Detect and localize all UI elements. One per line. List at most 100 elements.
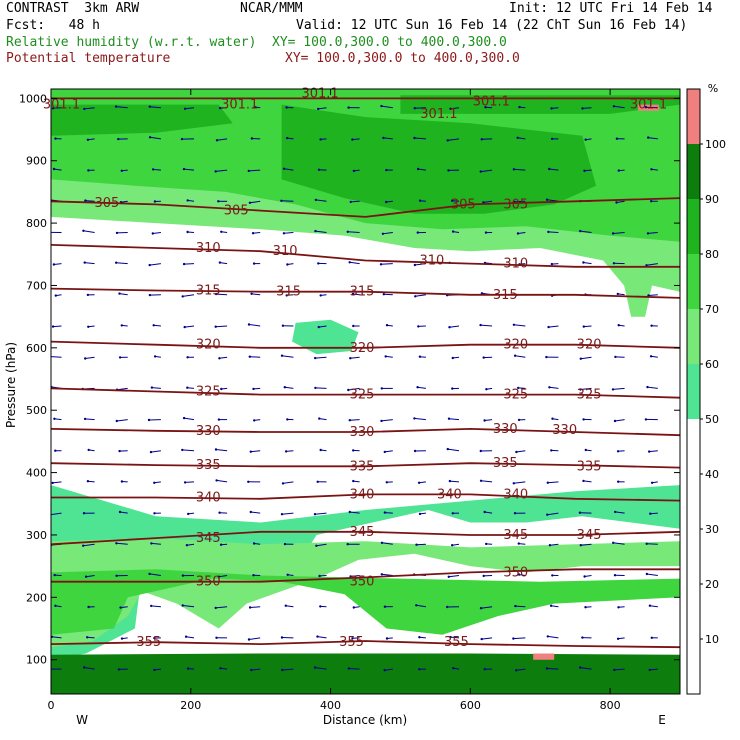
wind-vector-head — [218, 357, 221, 360]
wind-vector-head — [547, 230, 550, 234]
theta-contour-325 — [51, 387, 680, 399]
wind-vector — [184, 325, 195, 328]
wind-vector — [250, 450, 261, 453]
wind-vector-head — [380, 387, 383, 390]
wind-vector-head — [317, 168, 321, 171]
wind-vector-head — [153, 355, 157, 358]
wind-vector — [53, 168, 62, 171]
wind-vector-head — [281, 324, 285, 327]
wind-vector — [250, 511, 261, 514]
wind-vector-head — [151, 168, 155, 171]
wind-vector-head — [313, 666, 317, 669]
wind-vector-head — [153, 636, 156, 640]
y-tick-label: 800 — [26, 217, 47, 230]
wind-vector-head — [517, 386, 520, 390]
wind-vector-head — [82, 544, 85, 547]
model-name: CONTRAST 3km ARW — [6, 1, 140, 16]
wind-vector — [283, 168, 294, 171]
wind-vector — [549, 168, 559, 171]
wind-vector — [281, 200, 294, 202]
wind-vector-head — [548, 386, 551, 389]
wind-vector-head — [414, 295, 417, 298]
wind-vector-head — [513, 354, 517, 357]
theta-label: 301.1 — [43, 98, 80, 113]
wind-vector — [314, 512, 327, 515]
wind-vector-head — [252, 574, 255, 577]
wind-vector-head — [648, 450, 651, 453]
wind-vector-head — [483, 419, 486, 422]
wind-vector — [583, 480, 592, 483]
colorbar-segment — [687, 639, 700, 694]
colorbar-tick-label: 80 — [705, 248, 719, 261]
wind-vector-head — [317, 262, 320, 265]
wind-vector-head — [286, 418, 289, 421]
wind-vector-head — [217, 200, 220, 203]
wind-vector-head — [149, 450, 153, 454]
theta-label: 355 — [136, 635, 161, 650]
theta-contour-330 — [51, 427, 680, 437]
wind-vector — [350, 356, 360, 359]
wind-vector — [150, 136, 161, 140]
wind-vector-head — [351, 637, 354, 640]
wind-vector-head — [118, 449, 121, 453]
wind-vector-head — [550, 449, 553, 452]
wind-vector — [216, 138, 228, 141]
wind-vector-head — [249, 510, 252, 514]
wind-vector — [484, 419, 493, 421]
wind-vector-head — [314, 356, 317, 360]
wind-vector-head — [413, 136, 416, 140]
wind-vector-head — [582, 261, 585, 264]
wind-vector — [650, 512, 658, 515]
wind-vector-head — [382, 293, 385, 296]
wind-vector — [450, 107, 460, 110]
wind-vector — [116, 419, 128, 422]
wind-vector-head — [253, 419, 256, 422]
theta-label: 310 — [419, 254, 444, 269]
wind-vector — [381, 419, 393, 422]
wind-vector — [219, 262, 228, 265]
wind-vector-head — [115, 574, 118, 577]
wind-vector-head — [612, 262, 616, 265]
wind-vector-head — [516, 232, 520, 235]
colorbar-frame — [686, 88, 701, 695]
theta-label: 335 — [196, 458, 221, 473]
wind-vector — [648, 294, 658, 296]
wind-vector-head — [82, 229, 85, 232]
wind-vector-head — [416, 231, 419, 234]
wind-vector — [648, 137, 658, 140]
wind-vector — [319, 418, 327, 421]
wind-vector-head — [612, 541, 615, 544]
wind-vector-head — [452, 667, 455, 670]
wind-vector — [383, 293, 393, 296]
wind-vector-head — [616, 637, 620, 640]
wind-vector-head — [115, 261, 118, 264]
wind-vector-head — [447, 575, 450, 578]
wind-vector-head — [451, 230, 455, 233]
wind-vector — [248, 637, 261, 640]
wind-vector-head — [148, 136, 152, 139]
wind-vector-head — [120, 480, 124, 483]
theta-label: 301.1 — [473, 95, 510, 110]
wind-vector — [53, 263, 62, 265]
wind-vector-head — [280, 513, 284, 516]
wind-vector-head — [82, 512, 86, 515]
theta-cross-section: XY= 100.0,300.0 to 400.0,300.0 — [285, 51, 520, 66]
colorbar-segment — [687, 584, 700, 639]
wind-vector-head — [314, 229, 317, 233]
wind-vector-head — [385, 481, 388, 484]
wind-vector — [580, 230, 592, 233]
theta-contour-305 — [51, 197, 680, 218]
wind-vector — [649, 450, 658, 453]
wind-vector — [215, 325, 228, 328]
colorbar-segment — [687, 419, 700, 474]
wind-vector-head — [53, 417, 56, 420]
wind-vector-head — [248, 201, 252, 204]
colorbar-tick-label: 20 — [705, 578, 719, 591]
wind-vector-head — [415, 604, 418, 607]
wind-vector — [281, 512, 294, 515]
wind-vector-head — [352, 169, 356, 173]
wind-vector-head — [347, 388, 350, 392]
wind-vector-head — [650, 481, 654, 484]
wind-vector-head — [148, 105, 151, 108]
wind-vector-head — [87, 325, 90, 328]
